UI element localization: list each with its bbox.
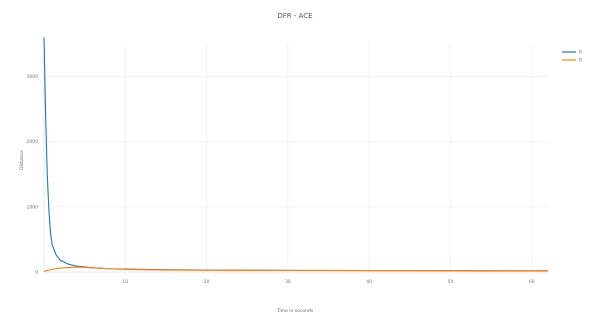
x-tick-label: 50 xyxy=(448,279,454,285)
x-tick-label: 40 xyxy=(366,279,372,285)
y-tick-label: 3000 xyxy=(27,74,39,80)
legend-label: B xyxy=(579,58,582,64)
x-tick-label: 20 xyxy=(204,279,210,285)
axes xyxy=(43,44,548,273)
y-tick-label: 0 xyxy=(35,270,38,276)
series xyxy=(43,37,549,272)
y-tick-label: 1000 xyxy=(27,204,39,210)
series-line-r xyxy=(43,37,549,272)
x-tick-label: 10 xyxy=(122,279,128,285)
series-line-b xyxy=(43,266,549,272)
legend: RB xyxy=(562,50,582,64)
x-tick-label: 30 xyxy=(285,279,291,285)
x-tick-label: 60 xyxy=(529,279,535,285)
y-tick-label: 2000 xyxy=(27,139,39,145)
grid xyxy=(44,44,548,273)
y-axis-label: Distance xyxy=(19,150,25,170)
x-axis-label: Time in seconds xyxy=(276,308,314,314)
ticks: 10 20 30 40 50 60 0 1000 2000 3000 xyxy=(27,74,535,285)
chart-title: DFR - ACE xyxy=(277,12,312,20)
legend-label: R xyxy=(579,50,582,56)
